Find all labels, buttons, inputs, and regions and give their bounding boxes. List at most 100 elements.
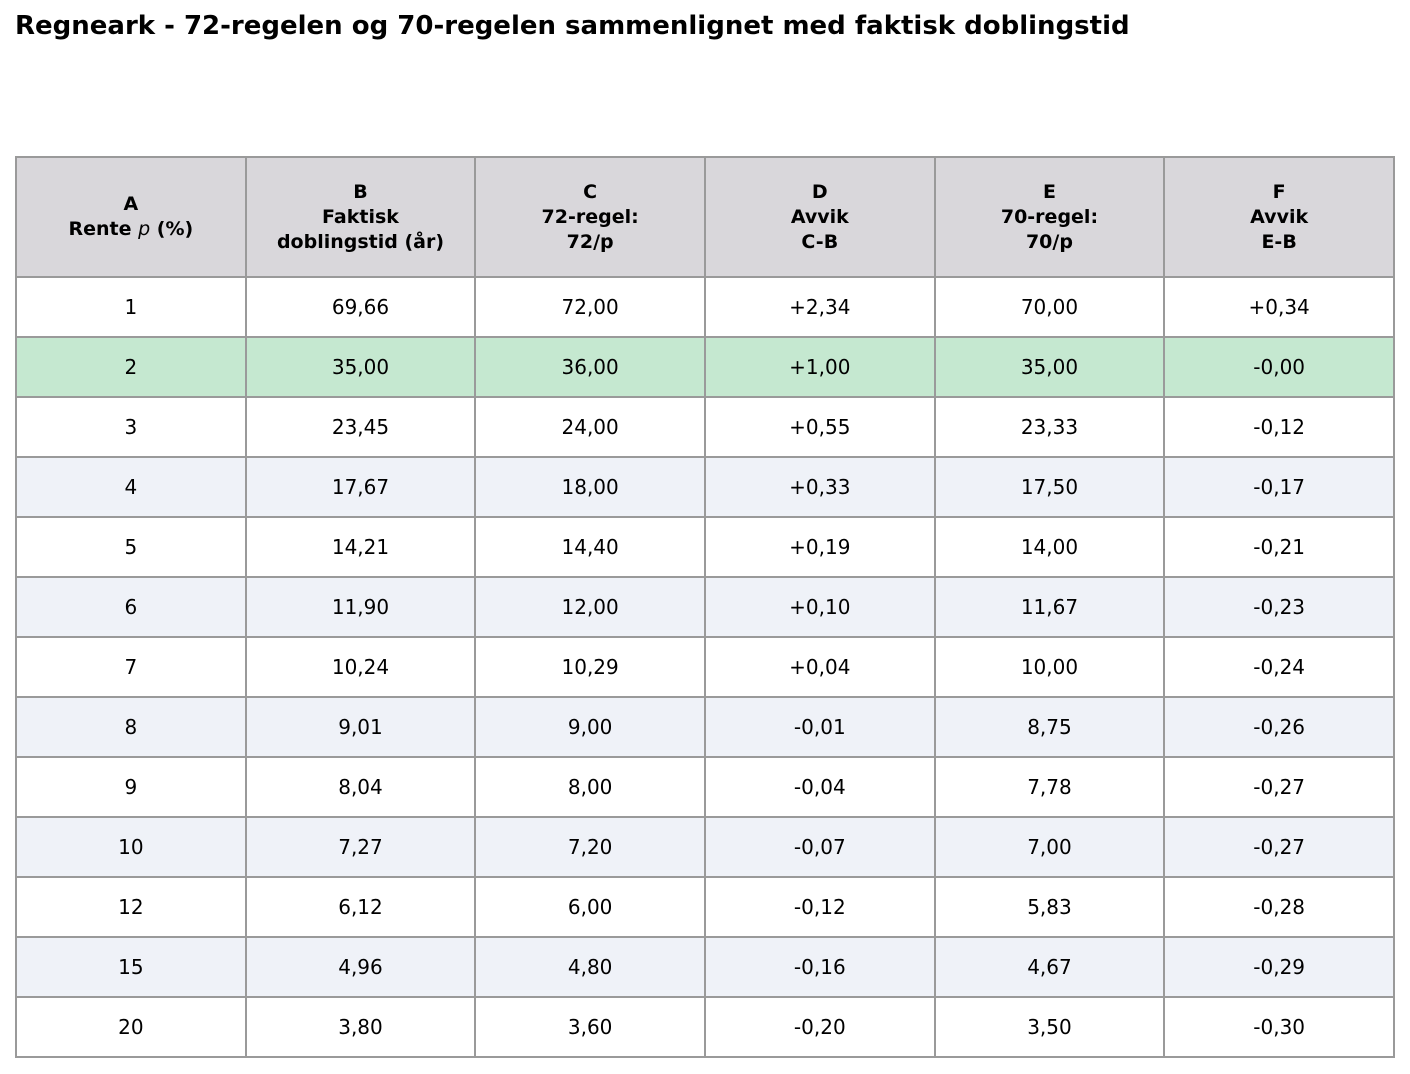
column-label-line2: 70/p: [1025, 230, 1073, 253]
cell-f[interactable]: +0,34: [1163, 276, 1395, 338]
cell-f[interactable]: -0,28: [1163, 876, 1395, 938]
cell-d[interactable]: +2,34: [703, 276, 936, 338]
cell-f[interactable]: -0,12: [1163, 396, 1395, 458]
cell-c[interactable]: 3,60: [474, 996, 706, 1058]
table-row: 4 17,67 18,00 +0,33 17,50 -0,17: [15, 456, 1395, 518]
cell-d[interactable]: +0,55: [703, 396, 936, 458]
column-header-c[interactable]: C 72-regel: 72/p: [474, 156, 706, 278]
cell-e[interactable]: 35,00: [933, 336, 1166, 398]
cell-c[interactable]: 4,80: [474, 936, 706, 998]
cell-d[interactable]: +1,00: [703, 336, 936, 398]
cell-d[interactable]: +0,19: [703, 516, 936, 578]
cell-d[interactable]: -0,20: [703, 996, 936, 1058]
cell-e[interactable]: 14,00: [933, 516, 1166, 578]
cell-d[interactable]: -0,16: [703, 936, 936, 998]
cell-b[interactable]: 14,21: [244, 516, 477, 578]
column-label-line1: Faktisk: [322, 205, 399, 228]
doubling-time-table: A Rente p (%) B Faktisk doblingstid (år)…: [15, 156, 1395, 1058]
cell-e[interactable]: 11,67: [933, 576, 1166, 638]
cell-c[interactable]: 8,00: [474, 756, 706, 818]
cell-c[interactable]: 14,40: [474, 516, 706, 578]
cell-b[interactable]: 4,96: [244, 936, 477, 998]
cell-b[interactable]: 23,45: [244, 396, 477, 458]
cell-f[interactable]: -0,27: [1163, 756, 1395, 818]
cell-d[interactable]: -0,12: [703, 876, 936, 938]
cell-d[interactable]: +0,04: [703, 636, 936, 698]
cell-e[interactable]: 7,78: [933, 756, 1166, 818]
cell-a[interactable]: 20: [15, 996, 247, 1058]
cell-a[interactable]: 10: [15, 816, 247, 878]
variable-p: p: [138, 218, 151, 240]
cell-f[interactable]: -0,21: [1163, 516, 1395, 578]
cell-a[interactable]: 8: [15, 696, 247, 758]
cell-f[interactable]: -0,23: [1163, 576, 1395, 638]
column-header-e[interactable]: E 70-regel: 70/p: [933, 156, 1166, 278]
cell-b[interactable]: 10,24: [244, 636, 477, 698]
column-letter: F: [1272, 180, 1286, 203]
cell-c[interactable]: 24,00: [474, 396, 706, 458]
cell-b[interactable]: 6,12: [244, 876, 477, 938]
cell-a[interactable]: 2: [15, 336, 247, 398]
cell-a[interactable]: 9: [15, 756, 247, 818]
table-row: 9 8,04 8,00 -0,04 7,78 -0,27: [15, 756, 1395, 818]
cell-b[interactable]: 17,67: [244, 456, 477, 518]
column-label-line2: doblingstid (år): [276, 230, 445, 253]
table-row: 1 69,66 72,00 +2,34 70,00 +0,34: [15, 276, 1395, 338]
cell-b[interactable]: 69,66: [244, 276, 477, 338]
cell-a[interactable]: 6: [15, 576, 247, 638]
cell-c[interactable]: 18,00: [474, 456, 706, 518]
cell-b[interactable]: 7,27: [244, 816, 477, 878]
cell-b[interactable]: 8,04: [244, 756, 477, 818]
column-header-a[interactable]: A Rente p (%): [15, 156, 247, 278]
cell-f[interactable]: -0,00: [1163, 336, 1395, 398]
cell-a[interactable]: 4: [15, 456, 247, 518]
cell-e[interactable]: 70,00: [933, 276, 1166, 338]
cell-e[interactable]: 7,00: [933, 816, 1166, 878]
cell-c[interactable]: 72,00: [474, 276, 706, 338]
column-letter: D: [811, 180, 828, 203]
cell-e[interactable]: 3,50: [933, 996, 1166, 1058]
cell-a[interactable]: 7: [15, 636, 247, 698]
cell-f[interactable]: -0,17: [1163, 456, 1395, 518]
column-header-b[interactable]: B Faktisk doblingstid (år): [244, 156, 477, 278]
cell-f[interactable]: -0,24: [1163, 636, 1395, 698]
cell-c[interactable]: 7,20: [474, 816, 706, 878]
cell-b[interactable]: 3,80: [244, 996, 477, 1058]
column-letter: B: [353, 180, 368, 203]
column-header-d[interactable]: D Avvik C-B: [703, 156, 936, 278]
cell-d[interactable]: -0,07: [703, 816, 936, 878]
cell-d[interactable]: -0,04: [703, 756, 936, 818]
table-row: 7 10,24 10,29 +0,04 10,00 -0,24: [15, 636, 1395, 698]
cell-d[interactable]: -0,01: [703, 696, 936, 758]
cell-e[interactable]: 5,83: [933, 876, 1166, 938]
cell-c[interactable]: 6,00: [474, 876, 706, 938]
cell-e[interactable]: 17,50: [933, 456, 1166, 518]
cell-b[interactable]: 11,90: [244, 576, 477, 638]
cell-b[interactable]: 9,01: [244, 696, 477, 758]
cell-d[interactable]: +0,33: [703, 456, 936, 518]
cell-c[interactable]: 12,00: [474, 576, 706, 638]
cell-d[interactable]: +0,10: [703, 576, 936, 638]
cell-e[interactable]: 10,00: [933, 636, 1166, 698]
cell-b[interactable]: 35,00: [244, 336, 477, 398]
cell-f[interactable]: -0,26: [1163, 696, 1395, 758]
cell-c[interactable]: 9,00: [474, 696, 706, 758]
cell-c[interactable]: 10,29: [474, 636, 706, 698]
cell-a[interactable]: 15: [15, 936, 247, 998]
page-title: Regneark - 72-regelen og 70-regelen samm…: [15, 11, 1130, 41]
cell-e[interactable]: 23,33: [933, 396, 1166, 458]
column-header-f[interactable]: F Avvik E-B: [1163, 156, 1395, 278]
cell-a[interactable]: 3: [15, 396, 247, 458]
cell-a[interactable]: 1: [15, 276, 247, 338]
cell-a[interactable]: 5: [15, 516, 247, 578]
cell-e[interactable]: 8,75: [933, 696, 1166, 758]
cell-e[interactable]: 4,67: [933, 936, 1166, 998]
cell-c[interactable]: 36,00: [474, 336, 706, 398]
cell-f[interactable]: -0,29: [1163, 936, 1395, 998]
column-label-line1: Avvik: [790, 205, 849, 228]
column-letter: E: [1042, 180, 1056, 203]
cell-f[interactable]: -0,27: [1163, 816, 1395, 878]
cell-a[interactable]: 12: [15, 876, 247, 938]
header-row: A Rente p (%) B Faktisk doblingstid (år)…: [15, 156, 1395, 278]
cell-f[interactable]: -0,30: [1163, 996, 1395, 1058]
